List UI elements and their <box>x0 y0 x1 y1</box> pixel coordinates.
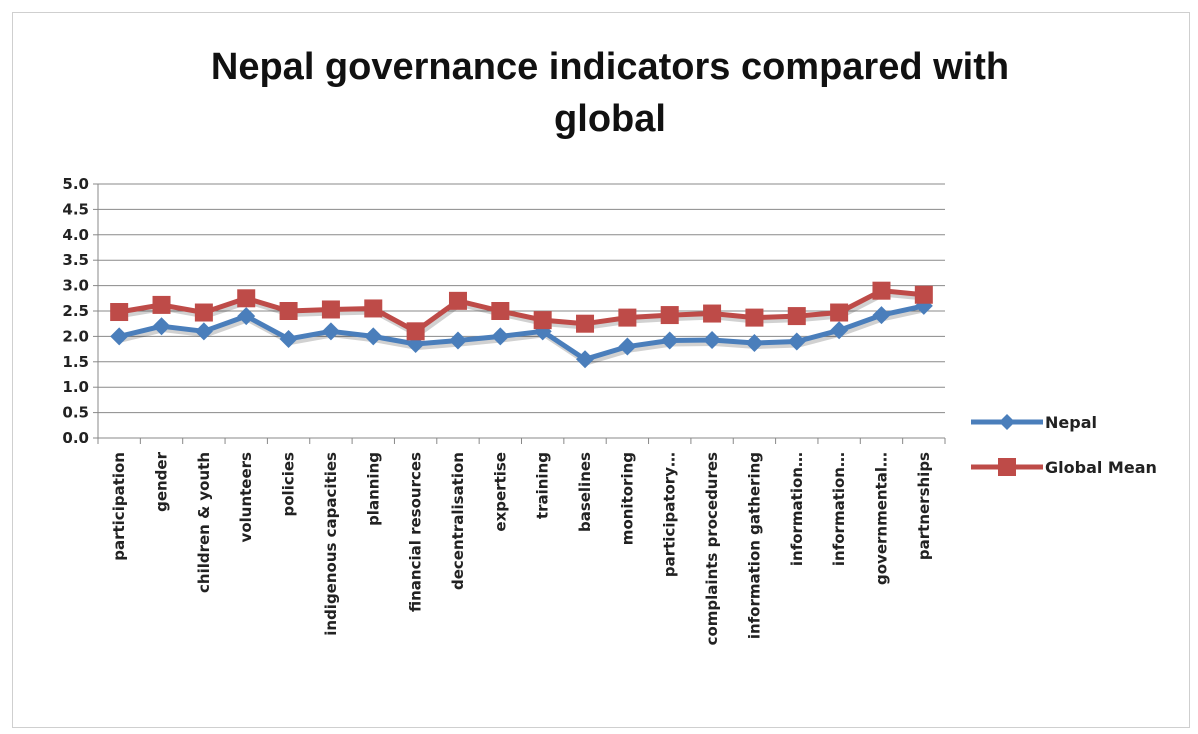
data-point <box>364 299 383 318</box>
data-point <box>194 322 213 341</box>
x-tick-label: policies <box>280 452 298 517</box>
y-tick-label: 3.5 <box>62 251 89 269</box>
data-point <box>448 291 467 310</box>
x-tick-label: information… <box>830 452 848 566</box>
data-point <box>448 331 467 350</box>
x-tick-label: participation <box>110 452 128 561</box>
data-point <box>660 306 679 325</box>
data-point <box>745 334 764 353</box>
data-point <box>110 327 129 346</box>
y-tick-label: 5.0 <box>62 175 89 193</box>
x-tick-label: monitoring <box>618 452 636 545</box>
x-tick-label: volunteers <box>237 452 255 542</box>
data-point <box>703 304 722 323</box>
data-point <box>618 337 637 356</box>
data-point <box>279 302 298 320</box>
data-point <box>787 307 806 326</box>
data-point <box>872 306 891 325</box>
legend: Nepal Global Mean <box>971 413 1157 477</box>
x-tick-label: partnerships <box>915 452 933 560</box>
data-point <box>237 307 256 326</box>
data-point <box>787 332 806 351</box>
data-point <box>279 329 298 348</box>
data-point <box>491 302 510 320</box>
data-point <box>660 331 679 350</box>
data-point <box>194 303 213 322</box>
chart-title-line-2: global <box>554 98 666 140</box>
data-point <box>152 317 171 336</box>
y-tick-label: 4.0 <box>62 226 89 244</box>
data-point <box>237 289 256 308</box>
data-point <box>576 314 595 333</box>
x-tick-label: financial resources <box>407 452 425 612</box>
data-point <box>364 327 383 346</box>
gridlines <box>98 183 945 414</box>
legend-label: Nepal <box>1045 413 1097 432</box>
x-tick-label: complaints procedures <box>703 452 721 645</box>
line-chart: Nepal governance indicators compared wit… <box>62 46 1157 645</box>
data-point <box>152 295 171 314</box>
x-tick-label: training <box>534 452 552 519</box>
data-point <box>576 350 595 369</box>
data-point <box>406 322 425 341</box>
y-axis-ticks: 0.0 0.5 1.0 1.5 2.0 2.5 3.0 3.5 4.0 4.5 5.0 <box>62 175 98 447</box>
x-tick-label: participatory… <box>661 452 679 577</box>
data-point <box>533 311 552 330</box>
x-tick-label: gender <box>153 451 171 512</box>
data-point <box>110 303 129 322</box>
y-tick-label: 0.5 <box>62 404 89 422</box>
x-tick-label: indigenous capacities <box>322 452 340 636</box>
legend-marker <box>999 414 1015 430</box>
series-layer <box>110 281 933 369</box>
x-tick-label: governmental… <box>872 452 890 585</box>
data-point <box>914 285 933 304</box>
legend-marker <box>998 458 1016 476</box>
legend-item: Nepal <box>971 413 1097 432</box>
x-tick-label: baselines <box>576 452 594 532</box>
y-tick-label: 2.0 <box>62 327 89 345</box>
x-tick-label: decentralisation <box>449 452 467 590</box>
y-tick-label: 0.0 <box>62 429 89 447</box>
chart-title: Nepal governance indicators compared wit… <box>211 46 1009 140</box>
y-tick-label: 4.5 <box>62 200 89 218</box>
legend-label: Global Mean <box>1045 458 1157 477</box>
data-point <box>618 308 637 327</box>
series-nepal <box>110 296 933 369</box>
y-tick-label: 3.0 <box>62 277 89 295</box>
data-point <box>872 281 891 300</box>
x-tick-label: planning <box>364 452 382 526</box>
legend-item: Global Mean <box>971 458 1157 477</box>
x-tick-label: expertise <box>491 452 509 532</box>
data-point <box>703 330 722 349</box>
x-tick-label: information… <box>788 452 806 566</box>
y-tick-label: 1.5 <box>62 353 89 371</box>
x-tick-label: information gathering <box>745 452 763 639</box>
y-tick-label: 2.5 <box>62 302 89 320</box>
data-point <box>745 308 764 327</box>
data-point <box>491 327 510 346</box>
data-point <box>321 322 340 341</box>
x-axis-ticks: participation gender children & youth volun… <box>97 438 946 645</box>
chart-title-line-1: Nepal governance indicators compared wit… <box>211 46 1009 88</box>
data-point <box>321 300 340 319</box>
series-global-mean <box>110 281 933 341</box>
y-tick-label: 1.0 <box>62 378 89 396</box>
data-point <box>830 303 849 322</box>
data-point <box>830 321 849 340</box>
x-tick-label: children & youth <box>195 452 213 593</box>
chart-frame: Nepal governance indicators compared wit… <box>12 12 1190 728</box>
